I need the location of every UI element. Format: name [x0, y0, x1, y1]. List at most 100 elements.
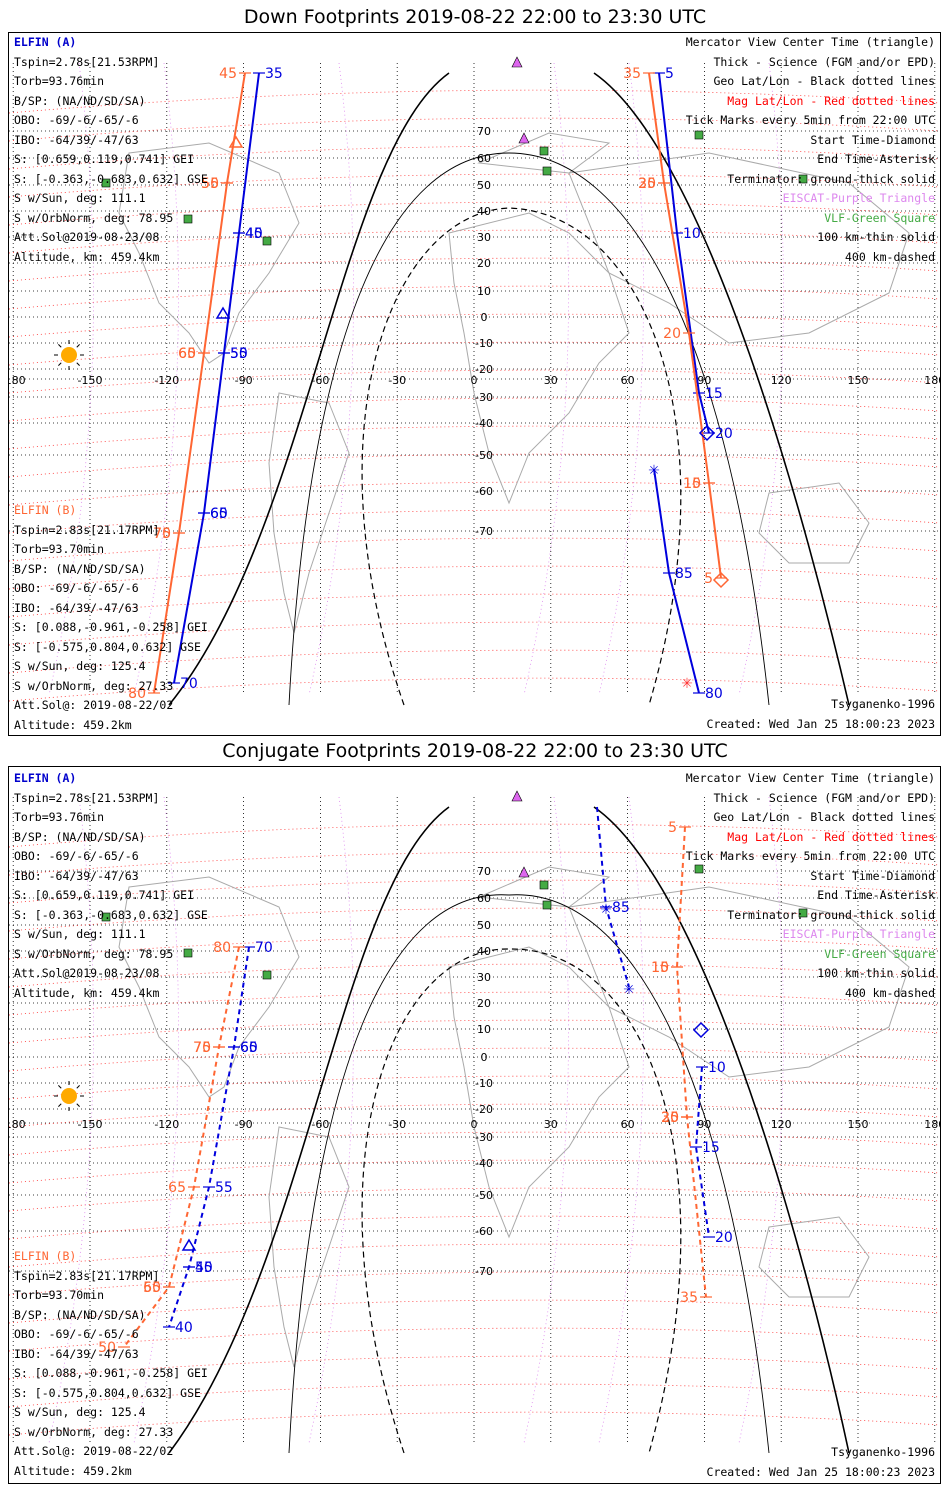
elfin-b-track-west-label: 65 — [178, 346, 196, 362]
elfin-a-info-line: OBO: -69/-6/-65/-6 — [14, 849, 139, 863]
coastline — [568, 886, 910, 1078]
lat-tick-label: 40 — [477, 945, 491, 958]
sun-ray — [58, 362, 62, 366]
elfin-b-track-west-label: 60 — [143, 1280, 161, 1296]
coastline — [268, 1126, 350, 1368]
end-asterisk-icon: ✳ — [681, 676, 693, 692]
lon-tick-label: -90 — [235, 374, 253, 387]
mag-parallel — [9, 425, 940, 450]
mag-parallel — [9, 313, 940, 338]
legend-item: End Time-Asterisk — [817, 888, 935, 902]
elfin-a-track-east-label: 10 — [683, 226, 701, 242]
elfin-a-track-west-label: 50 — [230, 346, 248, 362]
sun-ray — [76, 1085, 80, 1089]
lat-tick-label: -50 — [475, 449, 493, 462]
mag-parallel — [9, 593, 940, 618]
elfin-b-info-line: S: [0.088,-0.961,-0.258] GEI — [14, 1366, 208, 1380]
elfin-b-info-line: IBO: -64/39/-47/63 — [14, 600, 139, 615]
legend-item: Terminator: ground-thick solid — [727, 907, 935, 922]
elfin-b-track-west-label: 80 — [213, 940, 231, 956]
elfin-a-info-line: S: [0.659,0.119,0.741] GEI — [14, 152, 195, 166]
start-diamond-icon — [698, 424, 716, 442]
elfin-b-track-east-label: 35 — [623, 66, 641, 82]
lon-tick-label: 120 — [771, 374, 792, 387]
legend-item: Mercator View Center Time (triangle) — [685, 771, 935, 785]
down-footprints-map: -180-150-120-90-60-300306090120150180706… — [9, 56, 940, 706]
lat-tick-label: 40 — [477, 205, 491, 218]
elfin-b-info-line: Torb=93.70min — [14, 542, 105, 556]
mag-parallel — [9, 453, 940, 478]
lat-tick-label: -20 — [475, 1103, 493, 1116]
elfin-b-track-east — [675, 826, 707, 1298]
vlf-square-icon — [798, 174, 808, 184]
lon-tick-label: 120 — [771, 1118, 792, 1131]
elfin-b-info: ELFIN (B) Tspin=2.83s[21.17RPM] Torb=93.7… — [14, 501, 208, 735]
lat-tick-label: 20 — [477, 997, 491, 1010]
lat-tick-label: -70 — [475, 1265, 493, 1278]
lon-tick-label: 60 — [621, 1118, 635, 1131]
mag-parallel — [9, 341, 940, 366]
sun-ray — [76, 1103, 80, 1107]
elfin-a-info-line: OBO: -69/-6/-65/-6 — [14, 113, 139, 127]
map-layer: -180-150-120-90-60-300306090120150180706… — [9, 56, 940, 706]
elfin-b-track-west-label: 65 — [168, 1180, 186, 1196]
lon-tick-label: 150 — [848, 374, 869, 387]
elfin-b-track-west-label: 55 — [201, 176, 219, 192]
mag-meridian — [48, 796, 94, 1444]
elfin-a-track-east-label: 15 — [705, 386, 723, 402]
mag-meridian — [133, 796, 179, 1444]
lat-tick-label: -10 — [475, 337, 493, 350]
vlf-square-icon — [694, 130, 704, 140]
elfin-b-track-west-label: 45 — [219, 66, 237, 82]
lon-tick-label: 90 — [697, 374, 711, 387]
elfin-b-info-line: Att.Sol@: 2019-08-22/02 — [14, 698, 174, 712]
elfin-a-info-line: Att.Sol@2019-08-23/08 — [14, 230, 160, 244]
elfin-b-info-line: Torb=93.70min — [14, 1288, 105, 1302]
mag-parallel — [9, 879, 940, 904]
elfin-b-track-east-label: 5 — [704, 571, 713, 587]
lon-tick-label: -180 — [9, 1118, 26, 1131]
vlf-square-icon — [262, 236, 272, 246]
legend-item: Geo Lat/Lon - Black dotted lines — [713, 74, 935, 88]
legend-item: 100 km-thin solid — [817, 230, 935, 244]
legend-item: Mag Lat/Lon - Red dotted lines — [727, 829, 935, 844]
mag-parallel — [9, 229, 940, 254]
center-triangle-icon — [228, 135, 244, 148]
mag-parallel — [9, 565, 940, 590]
elfin-b-track-west-label: 70 — [193, 1040, 211, 1056]
sun-ray — [58, 1103, 62, 1107]
coastline — [268, 392, 350, 634]
mag-parallel — [9, 369, 940, 394]
eiscat-triangle-icon — [511, 790, 523, 802]
lat-tick-label: 60 — [477, 892, 491, 905]
elfin-a-info-line: Torb=93.76min — [14, 74, 105, 88]
elfin-b-track-east-label: 5 — [668, 820, 677, 836]
vlf-square-icon — [798, 908, 808, 918]
elfin-a-track-east-label: 20 — [715, 426, 733, 442]
lat-tick-label: -70 — [475, 525, 493, 538]
sun-icon — [61, 1088, 77, 1104]
center-triangle-icon — [215, 306, 231, 319]
footprint-100km — [288, 894, 770, 1454]
elfin-b-info-line: Att.Sol@: 2019-08-22/02 — [14, 1444, 174, 1458]
sun-ray — [58, 1085, 62, 1089]
end-asterisk-icon: ✳ — [648, 463, 660, 479]
panel-1-title: Down Footprints 2019-08-22 22:00 to 23:3… — [243, 6, 707, 28]
terminator-east — [593, 806, 850, 1454]
lon-tick-label: 30 — [544, 374, 558, 387]
footprint-400km — [361, 207, 682, 706]
end-asterisk-icon: ✳ — [600, 902, 612, 918]
mag-parallel — [9, 677, 940, 702]
lon-tick-label: -120 — [154, 374, 179, 387]
lat-tick-label: 50 — [477, 919, 491, 932]
elfin-a-track-west-label: 45 — [245, 226, 263, 242]
lon-tick-label: 180 — [924, 374, 940, 387]
elfin-b-info-line: S w/OrbNorm, deg: 27.33 — [14, 678, 174, 693]
elfin-a-track-east — [658, 72, 710, 434]
elfin-a-info: ELFIN (A) Tspin=2.78s[21.53RPM] Torb=93.7… — [14, 33, 208, 267]
lon-tick-label: -150 — [78, 1118, 103, 1131]
legend-item: VLF-Green Square — [824, 210, 935, 225]
lon-tick-label: 150 — [848, 1118, 869, 1131]
conjugate-footprints-panel: -180-150-120-90-60-300306090120150180706… — [8, 766, 941, 1484]
vlf-square-icon — [183, 214, 193, 224]
